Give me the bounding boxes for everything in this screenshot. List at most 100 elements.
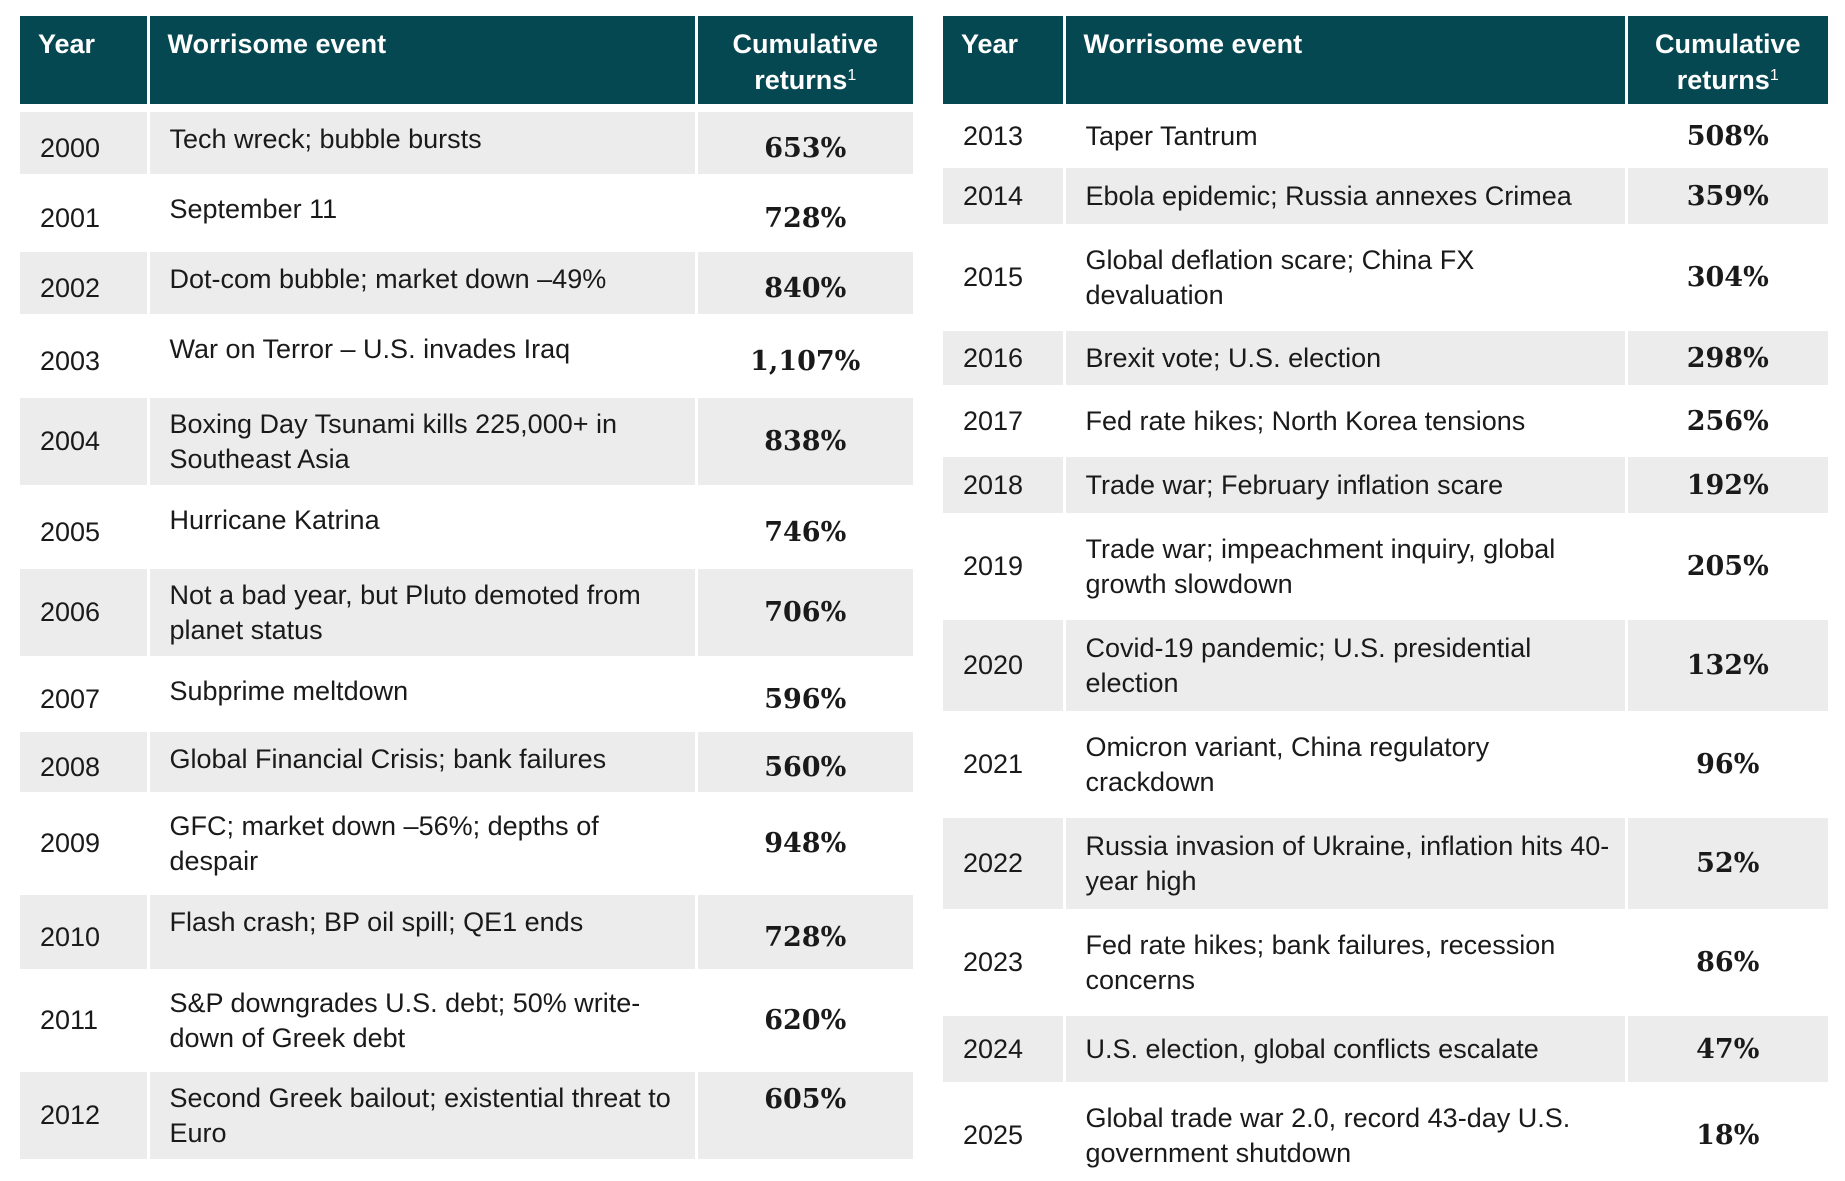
event-cell: Not a bad year, but Pluto demoted from p… <box>148 569 698 656</box>
year-cell: 2023 <box>943 917 1066 1008</box>
returns-cell: 96% <box>1696 749 1760 780</box>
table-row: 2007 Subprime meltdown 596% <box>20 664 913 724</box>
table-row: 2014 Ebola epidemic; Russia annexes Crime… <box>943 168 1828 224</box>
event-cell: Hurricane Katrina <box>148 493 698 561</box>
table-row: 2011 S&P downgrades U.S. debt; 50% write-… <box>20 977 913 1064</box>
table-row: 2008 Global Financial Crisis; bank failur… <box>20 732 913 792</box>
event-cell: Global trade war 2.0, record 43-day U.S.… <box>1064 1090 1628 1181</box>
event-cell: Trade war; February inflation scare <box>1064 457 1628 513</box>
returns-cell: 838% <box>696 398 913 485</box>
event-cell: Flash crash; BP oil spill; QE1 ends <box>148 895 698 969</box>
event-cell: Tech wreck; bubble bursts <box>148 112 698 174</box>
returns-header: Cumulative returns1 <box>696 16 913 104</box>
year-cell: 2012 <box>20 1072 150 1159</box>
event-cell: Omicron variant, China regulatory crackd… <box>1064 719 1628 810</box>
returns-cell: 256% <box>1686 405 1769 437</box>
event-cell: Taper Tantrum <box>1064 112 1628 160</box>
returns-cell: 706% <box>696 569 913 656</box>
year-cell: 2019 <box>943 521 1066 612</box>
table-row: 2016 Brexit vote; U.S. election 298% <box>943 331 1828 385</box>
table-row: 2005 Hurricane Katrina 746% <box>20 493 913 561</box>
event-cell: Second Greek bailout; existential threat… <box>148 1072 698 1159</box>
table-row: 2002 Dot-com bubble; market down –49% 840% <box>20 252 913 314</box>
returns-header-line1: Cumulative <box>732 29 879 59</box>
year-cell: 2000 <box>20 112 150 174</box>
year-cell: 2018 <box>943 457 1066 513</box>
header-row: Year Worrisome event Cumulative returns1 <box>20 16 913 104</box>
year-cell: 2022 <box>943 818 1066 909</box>
event-cell: Global Financial Crisis; bank failures <box>148 732 698 792</box>
returns-cell: 728% <box>764 202 847 234</box>
header-row: Year Worrisome event Cumulative returns1 <box>943 16 1828 104</box>
table-row: 2018 Trade war; February inflation scare 1… <box>943 457 1828 513</box>
returns-cell: 86% <box>1696 947 1760 978</box>
event-cell: GFC; market down –56%; depths of despair <box>148 800 698 887</box>
event-cell: September 11 <box>148 182 698 244</box>
returns-cell: 359% <box>1626 168 1828 224</box>
returns-cell: 560% <box>696 732 913 792</box>
table-row: 2023 Fed rate hikes; bank failures, reces… <box>943 917 1828 1008</box>
event-cell: U.S. election, global conflicts escalate <box>1064 1016 1628 1082</box>
year-cell: 2007 <box>20 664 150 724</box>
returns-cell: 304% <box>1686 262 1769 293</box>
year-cell: 2009 <box>20 800 150 887</box>
year-cell: 2004 <box>20 398 150 485</box>
event-cell: Dot-com bubble; market down –49% <box>148 252 698 314</box>
returns-cell: 948% <box>764 828 847 859</box>
event-cell: Trade war; impeachment inquiry, global g… <box>1064 521 1628 612</box>
table-row: 2022 Russia invasion of Ukraine, inflatio… <box>943 818 1828 909</box>
returns-footnote-marker: 1 <box>847 67 857 84</box>
returns-cell: 47% <box>1626 1016 1828 1082</box>
table-row: 2009 GFC; market down –56%; depths of des… <box>20 800 913 887</box>
year-cell: 2008 <box>20 732 150 792</box>
table-row: 2004 Boxing Day Tsunami kills 225,000+ in… <box>20 398 913 485</box>
returns-cell: 508% <box>1686 120 1769 152</box>
event-cell: War on Terror – U.S. invades Iraq <box>148 322 698 390</box>
year-cell: 2017 <box>943 393 1066 449</box>
event-cell: Global deflation scare; China FX devalua… <box>1064 232 1628 323</box>
event-cell: S&P downgrades U.S. debt; 50% write-down… <box>148 977 698 1064</box>
returns-cell: 18% <box>1696 1120 1760 1151</box>
year-cell: 2001 <box>20 182 150 244</box>
table-row: 2021 Omicron variant, China regulatory cr… <box>943 719 1828 810</box>
events-table-right: Year Worrisome event Cumulative returns1 … <box>943 16 1828 1181</box>
returns-header-line2: returns <box>754 65 848 95</box>
returns-cell: 840% <box>696 252 913 314</box>
returns-cell: 1,107% <box>750 345 861 377</box>
returns-header-line1: Cumulative <box>1654 29 1801 59</box>
event-cell: Subprime meltdown <box>148 664 698 724</box>
returns-cell: 653% <box>696 112 913 174</box>
left-table-body: 2000 Tech wreck; bubble bursts 653% 2001 Sep… <box>20 112 913 1159</box>
returns-cell: 298% <box>1626 331 1828 385</box>
year-header: Year <box>20 16 150 104</box>
year-cell: 2010 <box>20 895 150 969</box>
year-cell: 2024 <box>943 1016 1066 1082</box>
right-table-body: 2013 Taper Tantrum 508% 2014 Ebola epidemic;… <box>943 112 1828 1181</box>
year-cell: 2025 <box>943 1090 1066 1181</box>
returns-header-line2: returns <box>1676 65 1770 95</box>
year-cell: 2005 <box>20 493 150 561</box>
returns-cell: 52% <box>1626 818 1828 909</box>
events-table-left: Year Worrisome event Cumulative returns1 … <box>20 16 913 1159</box>
returns-header: Cumulative returns1 <box>1626 16 1828 104</box>
year-cell: 2003 <box>20 322 150 390</box>
event-cell: Covid-19 pandemic; U.S. presidential ele… <box>1064 620 1628 711</box>
event-header: Worrisome event <box>148 16 698 104</box>
returns-cell: 728% <box>696 895 913 969</box>
table-row: 2000 Tech wreck; bubble bursts 653% <box>20 112 913 174</box>
event-cell: Fed rate hikes; bank failures, recession… <box>1064 917 1628 1008</box>
table-row: 2001 September 11 728% <box>20 182 913 244</box>
event-cell: Boxing Day Tsunami kills 225,000+ in Sou… <box>148 398 698 485</box>
event-cell: Russia invasion of Ukraine, inflation hi… <box>1064 818 1628 909</box>
event-cell: Fed rate hikes; North Korea tensions <box>1064 393 1628 449</box>
table-row: 2013 Taper Tantrum 508% <box>943 112 1828 160</box>
table-row: 2025 Global trade war 2.0, record 43-day … <box>943 1090 1828 1181</box>
table-row: 2015 Global deflation scare; China FX dev… <box>943 232 1828 323</box>
table-row: 2020 Covid-19 pandemic; U.S. presidential… <box>943 620 1828 711</box>
table-row: 2006 Not a bad year, but Pluto demoted fr… <box>20 569 913 656</box>
year-cell: 2011 <box>20 977 150 1064</box>
year-cell: 2006 <box>20 569 150 656</box>
returns-footnote-marker: 1 <box>1769 67 1779 84</box>
table-row: 2010 Flash crash; BP oil spill; QE1 ends 7… <box>20 895 913 969</box>
year-cell: 2016 <box>943 331 1066 385</box>
